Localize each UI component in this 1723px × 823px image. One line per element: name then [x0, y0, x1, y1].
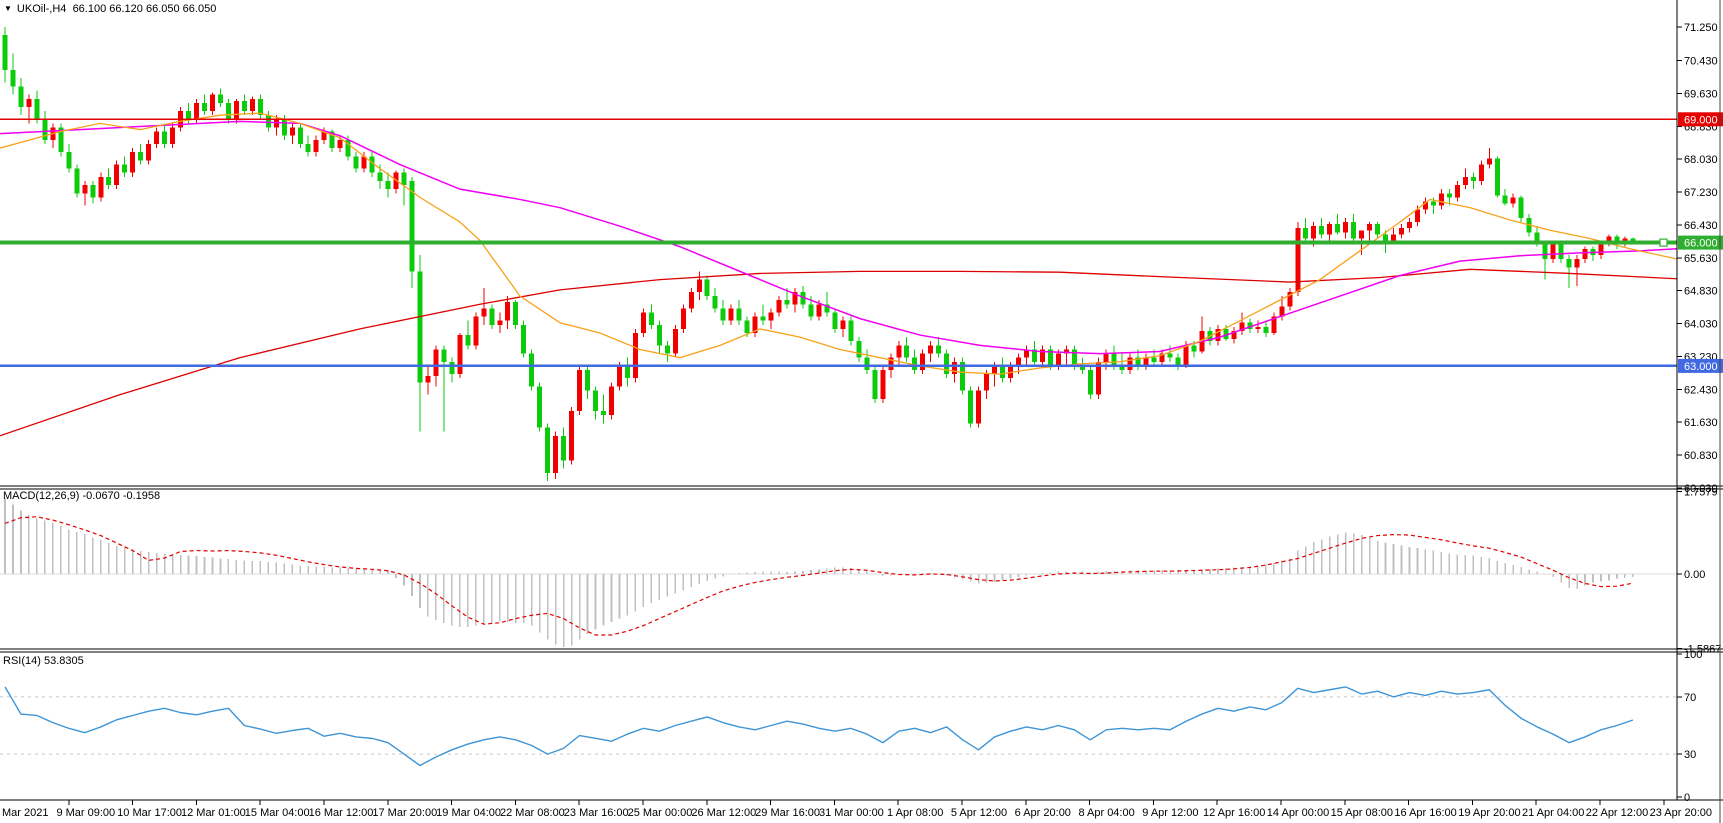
- time-tick-label: 9 Mar 09:00: [56, 807, 115, 819]
- macd-indicator-label: MACD(12,26,9) -0.0670 -0.1958: [3, 490, 160, 502]
- price-tick-label: 60.830: [1684, 450, 1718, 462]
- price-badge-label: 66.000: [1684, 238, 1718, 250]
- price-tick-label: 67.230: [1684, 187, 1718, 199]
- time-tick-label: 15 Apr 08:00: [1331, 807, 1393, 819]
- rsi-name: RSI(14): [3, 655, 41, 667]
- time-tick-label: Mar 2021: [2, 807, 48, 819]
- price-tick-label: 65.630: [1684, 253, 1718, 265]
- price-axis: 71.25070.43069.63068.83068.03067.23066.4…: [1677, 22, 1723, 495]
- time-tick-label: 15 Mar 04:00: [245, 807, 310, 819]
- macd-tick-label: 0.00: [1684, 569, 1705, 581]
- time-tick-label: 16 Mar 12:00: [309, 807, 374, 819]
- price-badge: [1678, 358, 1723, 373]
- price-tick-label: 61.630: [1684, 417, 1718, 429]
- time-tick-label: 26 Mar 12:00: [691, 807, 756, 819]
- rsi-tick-label: 30: [1684, 749, 1696, 761]
- price-tick-label: 64.030: [1684, 319, 1718, 331]
- chart-title: ▼ UKOil-,H4 66.100 66.120 66.050 66.050: [4, 3, 216, 15]
- rsi-tick-label: 100: [1684, 649, 1702, 661]
- time-tick-label: 19 Mar 04:00: [436, 807, 501, 819]
- time-tick-label: 22 Mar 08:00: [500, 807, 565, 819]
- rsi-line: [4, 686, 1634, 767]
- rsi-indicator-label: RSI(14) 53.8305: [3, 655, 84, 667]
- price-badge: [1678, 112, 1723, 127]
- price-tick-label: 70.430: [1684, 56, 1718, 68]
- price-tick-label: 64.830: [1684, 286, 1718, 298]
- macd-values: -0.0670 -0.1958: [82, 490, 161, 502]
- time-tick-label: 19 Apr 20:00: [1458, 807, 1520, 819]
- time-tick-label: 10 Mar 17:00: [117, 807, 182, 819]
- time-tick-label: 16 Apr 16:00: [1394, 807, 1456, 819]
- hline-handle[interactable]: [1659, 238, 1668, 247]
- time-tick-label: 6 Apr 20:00: [1015, 807, 1071, 819]
- macd-name: MACD(12,26,9): [3, 490, 80, 502]
- ma-red: [0, 268, 1678, 437]
- price-badge-label: 63.000: [1684, 361, 1718, 373]
- rsi-tick-label: 0: [1684, 792, 1690, 804]
- price-tick-label: 69.630: [1684, 88, 1718, 100]
- price-tick-label: 66.430: [1684, 220, 1718, 232]
- price-tick-label: 68.030: [1684, 154, 1718, 166]
- candles-layer: [2, 26, 1636, 481]
- time-tick-label: 23 Mar 16:00: [564, 807, 629, 819]
- symbol-dropdown-arrow[interactable]: ▼: [4, 4, 12, 13]
- time-tick-label: 14 Apr 00:00: [1267, 807, 1329, 819]
- hlines-layer: [0, 118, 1677, 368]
- price-badge: [1678, 235, 1723, 250]
- macd-tick-label: 1.7579: [1684, 487, 1718, 499]
- rsi-panel: 100 70 30 0: [0, 649, 1702, 804]
- price-tick-label: 71.250: [1684, 22, 1718, 34]
- rsi-tick-label: 70: [1684, 692, 1696, 704]
- time-tick-label: 9 Apr 12:00: [1142, 807, 1198, 819]
- macd-signal-line: [4, 516, 1634, 636]
- time-tick-label: 17 Mar 20:00: [372, 807, 437, 819]
- time-tick-label: 29 Mar 16:00: [755, 807, 820, 819]
- time-tick-label: 23 Apr 20:00: [1650, 807, 1712, 819]
- price-tick-label: 62.430: [1684, 384, 1718, 396]
- time-tick-label: 22 Apr 12:00: [1586, 807, 1648, 819]
- time-tick-label: 31 Mar 00:00: [819, 807, 884, 819]
- symbol-timeframe: UKOil-,H4: [16, 3, 67, 15]
- time-tick-label: 12 Mar 01:00: [181, 807, 246, 819]
- time-tick-label: 12 Apr 16:00: [1203, 807, 1265, 819]
- time-tick-label: 1 Apr 08:00: [887, 807, 943, 819]
- time-tick-label: 25 Mar 00:00: [628, 807, 693, 819]
- time-tick-label: 8 Apr 04:00: [1078, 807, 1134, 819]
- ma-orange: [0, 112, 1678, 375]
- ma-magenta: [0, 120, 1678, 355]
- time-tick-label: 5 Apr 12:00: [951, 807, 1007, 819]
- price-badge-label: 69.000: [1684, 114, 1718, 126]
- ohlc-quote: 66.100 66.120 66.050 66.050: [72, 3, 217, 15]
- rsi-value: 53.8305: [43, 655, 84, 667]
- time-tick-label: 21 Apr 04:00: [1522, 807, 1584, 819]
